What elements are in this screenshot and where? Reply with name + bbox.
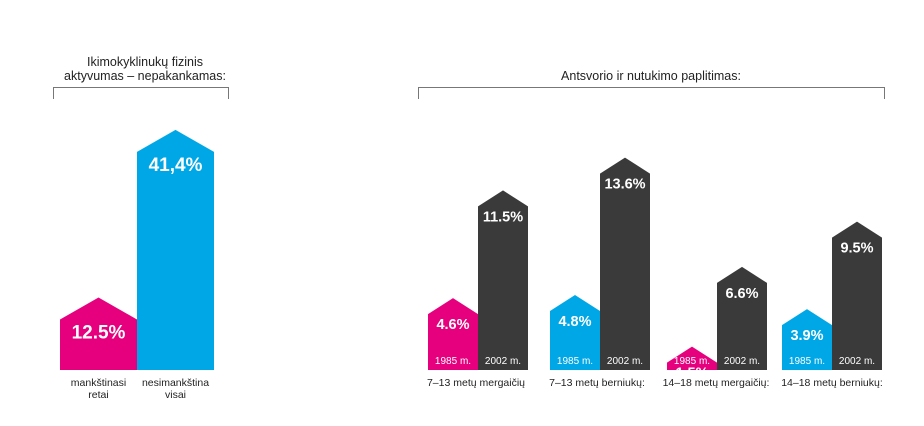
- overweight-value-label: 1.5%: [675, 366, 708, 382]
- year-label: 2002 m.: [839, 356, 875, 367]
- overweight-chart-bracket: [418, 87, 885, 99]
- activity-chart-title-line-1: Ikimokyklinukų fizinis: [87, 55, 203, 69]
- activity-chart-bracket: [53, 87, 229, 99]
- overweight-bar-1-1: [428, 298, 478, 370]
- activity-chart-title-line-2: aktyvumas – nepakankamas:: [64, 69, 226, 83]
- overweight-value-label: 9.5%: [840, 241, 873, 257]
- overweight-bar-4-1: [782, 309, 832, 370]
- year-label: 1985 m.: [435, 356, 471, 367]
- overweight-value-label: 13.6%: [604, 177, 645, 193]
- activity-bar-2: [137, 129, 214, 370]
- overweight-bar-2-1: [550, 295, 600, 370]
- activity-value-label-1: 12.5%: [72, 323, 126, 344]
- overweight-bar-3-1: [667, 346, 717, 370]
- overweight-bar-1-2: [478, 190, 528, 370]
- year-label: 2002 m.: [724, 356, 760, 367]
- year-label: 2002 m.: [607, 356, 643, 367]
- activity-category-label: visai: [165, 389, 186, 401]
- year-label: 1985 m.: [674, 356, 710, 367]
- activity-category-label: nesimankština: [142, 377, 209, 389]
- activity-bar-1: [60, 297, 137, 370]
- year-label: 2002 m.: [485, 356, 521, 367]
- overweight-value-label: 4.8%: [558, 314, 591, 330]
- overweight-value-label: 11.5%: [483, 209, 523, 225]
- activity-category-label: retai: [88, 389, 108, 401]
- year-label: 1985 m.: [557, 356, 593, 367]
- overweight-value-label: 6.6%: [725, 286, 758, 302]
- overweight-value-label: 4.6%: [436, 317, 469, 333]
- overweight-category-label: 7–13 metų mergaičių: [427, 377, 525, 389]
- activity-category-label: mankštinasi: [71, 377, 126, 389]
- overweight-chart-title: Antsvorio ir nutukimo paplitimas:: [561, 69, 741, 83]
- overweight-category-label: 7–13 metų berniukų:: [549, 377, 645, 389]
- year-label: 1985 m.: [789, 356, 825, 367]
- overweight-bar-2-2: [600, 157, 650, 370]
- overweight-category-label: 14–18 metų berniukų:: [781, 377, 883, 389]
- overweight-bar-3-2: [717, 266, 767, 370]
- activity-value-label-2: 41,4%: [149, 155, 203, 176]
- activity-chart: Ikimokyklinukų fizinis aktyvumas – nepak…: [53, 55, 229, 401]
- overweight-category-label: 14–18 metų mergaičių:: [663, 377, 770, 389]
- overweight-bar-4-2: [832, 221, 882, 370]
- overweight-chart: Antsvorio ir nutukimo paplitimas: 4.6% 19…: [418, 69, 885, 389]
- overweight-value-label: 3.9%: [790, 328, 823, 344]
